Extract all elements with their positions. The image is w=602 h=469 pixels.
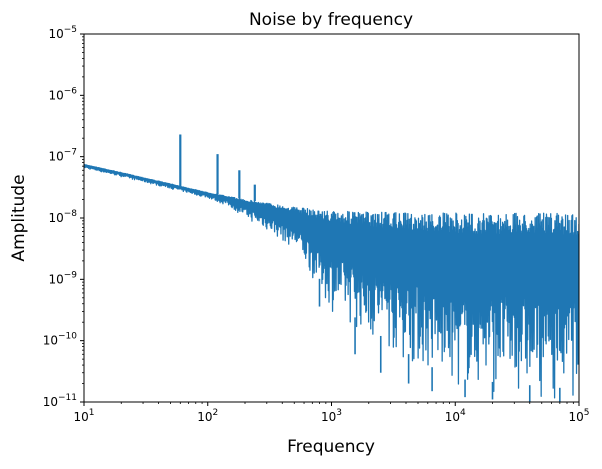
x-tick-label: 104 — [445, 408, 466, 424]
x-tick-label-exponent: 3 — [336, 408, 342, 418]
series-noise-line — [84, 163, 579, 399]
y-tick-label-base: 10 — [43, 395, 58, 409]
x-axis-label: Frequency — [287, 437, 375, 457]
y-tick-label: 10−7 — [48, 148, 77, 164]
x-tick-label-exponent: 2 — [213, 408, 219, 418]
x-tick-label-base: 10 — [445, 410, 460, 424]
y-tick-label-base: 10 — [48, 211, 63, 225]
x-tick-label-exponent: 4 — [460, 408, 466, 418]
y-tick-label-exponent: −7 — [64, 148, 77, 158]
y-tick-label: 10−11 — [43, 393, 77, 409]
x-tick-label-base: 10 — [197, 410, 212, 424]
chart-title: Noise by frequency — [249, 10, 413, 30]
y-tick-label-base: 10 — [43, 334, 58, 348]
y-tick-label: 10−5 — [48, 25, 77, 41]
x-tick-label: 103 — [321, 408, 342, 424]
y-tick-label-exponent: −9 — [64, 270, 78, 280]
x-tick-label: 105 — [568, 408, 589, 424]
y-tick-label-base: 10 — [48, 27, 63, 41]
x-tick-label-exponent: 1 — [89, 408, 95, 418]
y-tick-label: 10−9 — [48, 270, 77, 286]
plot-layer — [84, 134, 579, 402]
x-tick-label-base: 10 — [568, 410, 583, 424]
y-tick-label-exponent: −8 — [64, 209, 78, 219]
y-tick-label-exponent: −11 — [58, 393, 77, 403]
y-axis-label: Amplitude — [9, 174, 29, 261]
y-tick-label: 10−6 — [48, 86, 77, 102]
y-tick-label-base: 10 — [48, 272, 63, 286]
x-tick-label-exponent: 5 — [584, 408, 590, 418]
x-tick-label-base: 10 — [321, 410, 336, 424]
y-tick-label-exponent: −5 — [64, 25, 77, 35]
y-tick-label-exponent: −10 — [58, 332, 77, 342]
axes-layer: 101 102 103 104 10510−1110−1010−910−810−710−… — [43, 25, 590, 424]
y-tick-label: 10−10 — [43, 332, 78, 348]
y-tick-label-base: 10 — [48, 88, 63, 102]
x-tick-label: 102 — [197, 408, 218, 424]
y-tick-label: 10−8 — [48, 209, 77, 225]
series-noise-group — [84, 134, 579, 402]
x-tick-label: 101 — [73, 408, 94, 424]
y-tick-label-base: 10 — [48, 150, 63, 164]
x-tick-label-base: 10 — [73, 410, 88, 424]
y-tick-label-exponent: −6 — [64, 86, 78, 96]
